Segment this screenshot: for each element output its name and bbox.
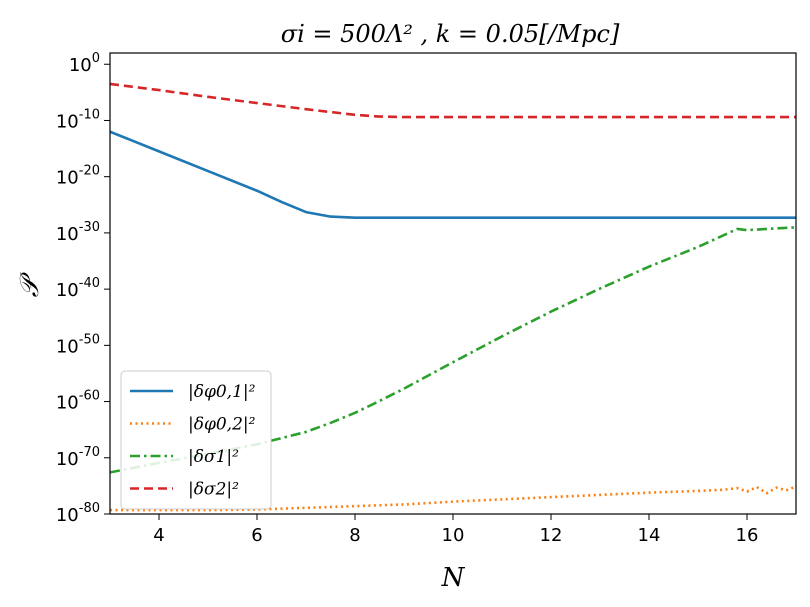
x-axis: 4 6 8 10 12 14 16 xyxy=(153,514,758,546)
x-tick-label: 16 xyxy=(736,525,759,546)
x-tick-label: 14 xyxy=(638,525,661,546)
y-tick-label: 10-70 xyxy=(56,445,100,470)
legend-label-1: |δφ0,2|² xyxy=(188,415,256,435)
y-tick-label: 10-30 xyxy=(56,220,100,245)
y-tick-label: 10-40 xyxy=(56,276,100,301)
x-tick-label: 6 xyxy=(251,525,262,546)
legend-label-3: |δσ2|² xyxy=(188,480,239,500)
series-line-0 xyxy=(110,130,796,220)
y-tick-label: 10-10 xyxy=(56,107,100,132)
y-axis: 100 10-10 10-20 10-30 10-40 10-50 10-60 10-70 10… xyxy=(56,51,110,526)
series-line-1 xyxy=(110,485,796,512)
series-line-3 xyxy=(110,82,796,119)
x-tick-label: 12 xyxy=(540,525,563,546)
x-tick-label: 10 xyxy=(442,525,465,546)
y-tick-label: 10-20 xyxy=(56,164,100,189)
y-tick-label: 100 xyxy=(69,51,100,76)
chart-title: σi = 500Λ² , k = 0.05[/Mpc] xyxy=(281,20,620,48)
y-tick-label: 10-50 xyxy=(56,332,100,357)
legend-label-0: |δφ0,1|² xyxy=(188,382,256,402)
x-tick-label: 8 xyxy=(349,525,360,546)
y-axis-label: 𝒫 xyxy=(15,271,45,297)
legend-box xyxy=(120,370,272,510)
series-layer xyxy=(110,82,796,512)
legend: |δφ0,1|² |δφ0,2|² |δσ1|² |δσ2|² xyxy=(120,370,272,510)
x-tick-label: 4 xyxy=(153,525,164,546)
series-line-2 xyxy=(110,225,796,474)
x-axis-label: N xyxy=(441,563,466,593)
y-tick-label: 10-80 xyxy=(56,501,100,526)
y-tick-label: 10-60 xyxy=(56,389,100,414)
legend-label-2: |δσ1|² xyxy=(188,447,239,467)
